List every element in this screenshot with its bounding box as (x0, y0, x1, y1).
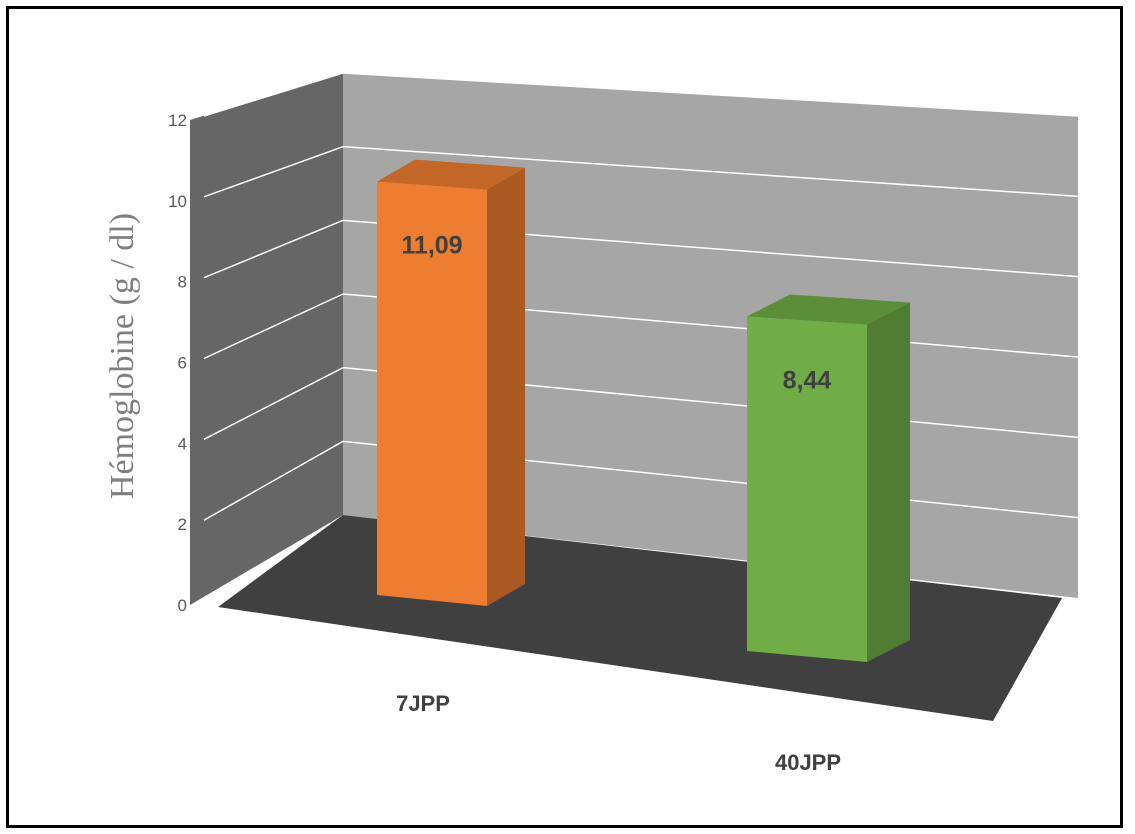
bar-top (377, 159, 525, 190)
y-tick-label: 2 (178, 515, 187, 534)
y-tick-label: 10 (168, 192, 187, 211)
y-tick-label: 12 (168, 111, 187, 130)
bar-side (867, 302, 910, 662)
bar-top (747, 294, 910, 325)
y-tick-label: 0 (178, 596, 187, 615)
x-category-label: 7JPP (396, 691, 450, 716)
data-label: 11,09 (401, 232, 462, 260)
x-category-labels: 7JPP 40JPP (396, 691, 841, 775)
gridline-side (203, 145, 344, 198)
data-label: 8,44 (783, 366, 832, 394)
gridline-side (203, 367, 344, 440)
side-wall (190, 73, 343, 605)
y-tick-labels: 0 2 4 6 8 10 12 (168, 111, 187, 615)
gridline-side (203, 72, 344, 117)
x-category-label: 40JPP (775, 750, 841, 775)
gridline-back (342, 145, 1079, 198)
gridline-back (342, 72, 1079, 117)
gridline-side (203, 293, 344, 360)
y-tick-label: 8 (178, 273, 187, 292)
bar-front (747, 316, 867, 662)
y-axis-label: Hémoglobine (g / dl) (104, 213, 141, 499)
bar-front (377, 181, 487, 606)
y-tick-label: 4 (178, 434, 187, 453)
bar-side (487, 167, 525, 606)
bar-40JPP: 8,44 (747, 294, 910, 662)
chart-walls (190, 73, 1078, 721)
bars-layer: 11,09 8,44 (377, 159, 910, 662)
y-tick-label: 6 (178, 354, 187, 373)
gridline-side (203, 440, 344, 521)
bar-7JPP: 11,09 (377, 159, 525, 606)
gridline-side (203, 219, 344, 279)
